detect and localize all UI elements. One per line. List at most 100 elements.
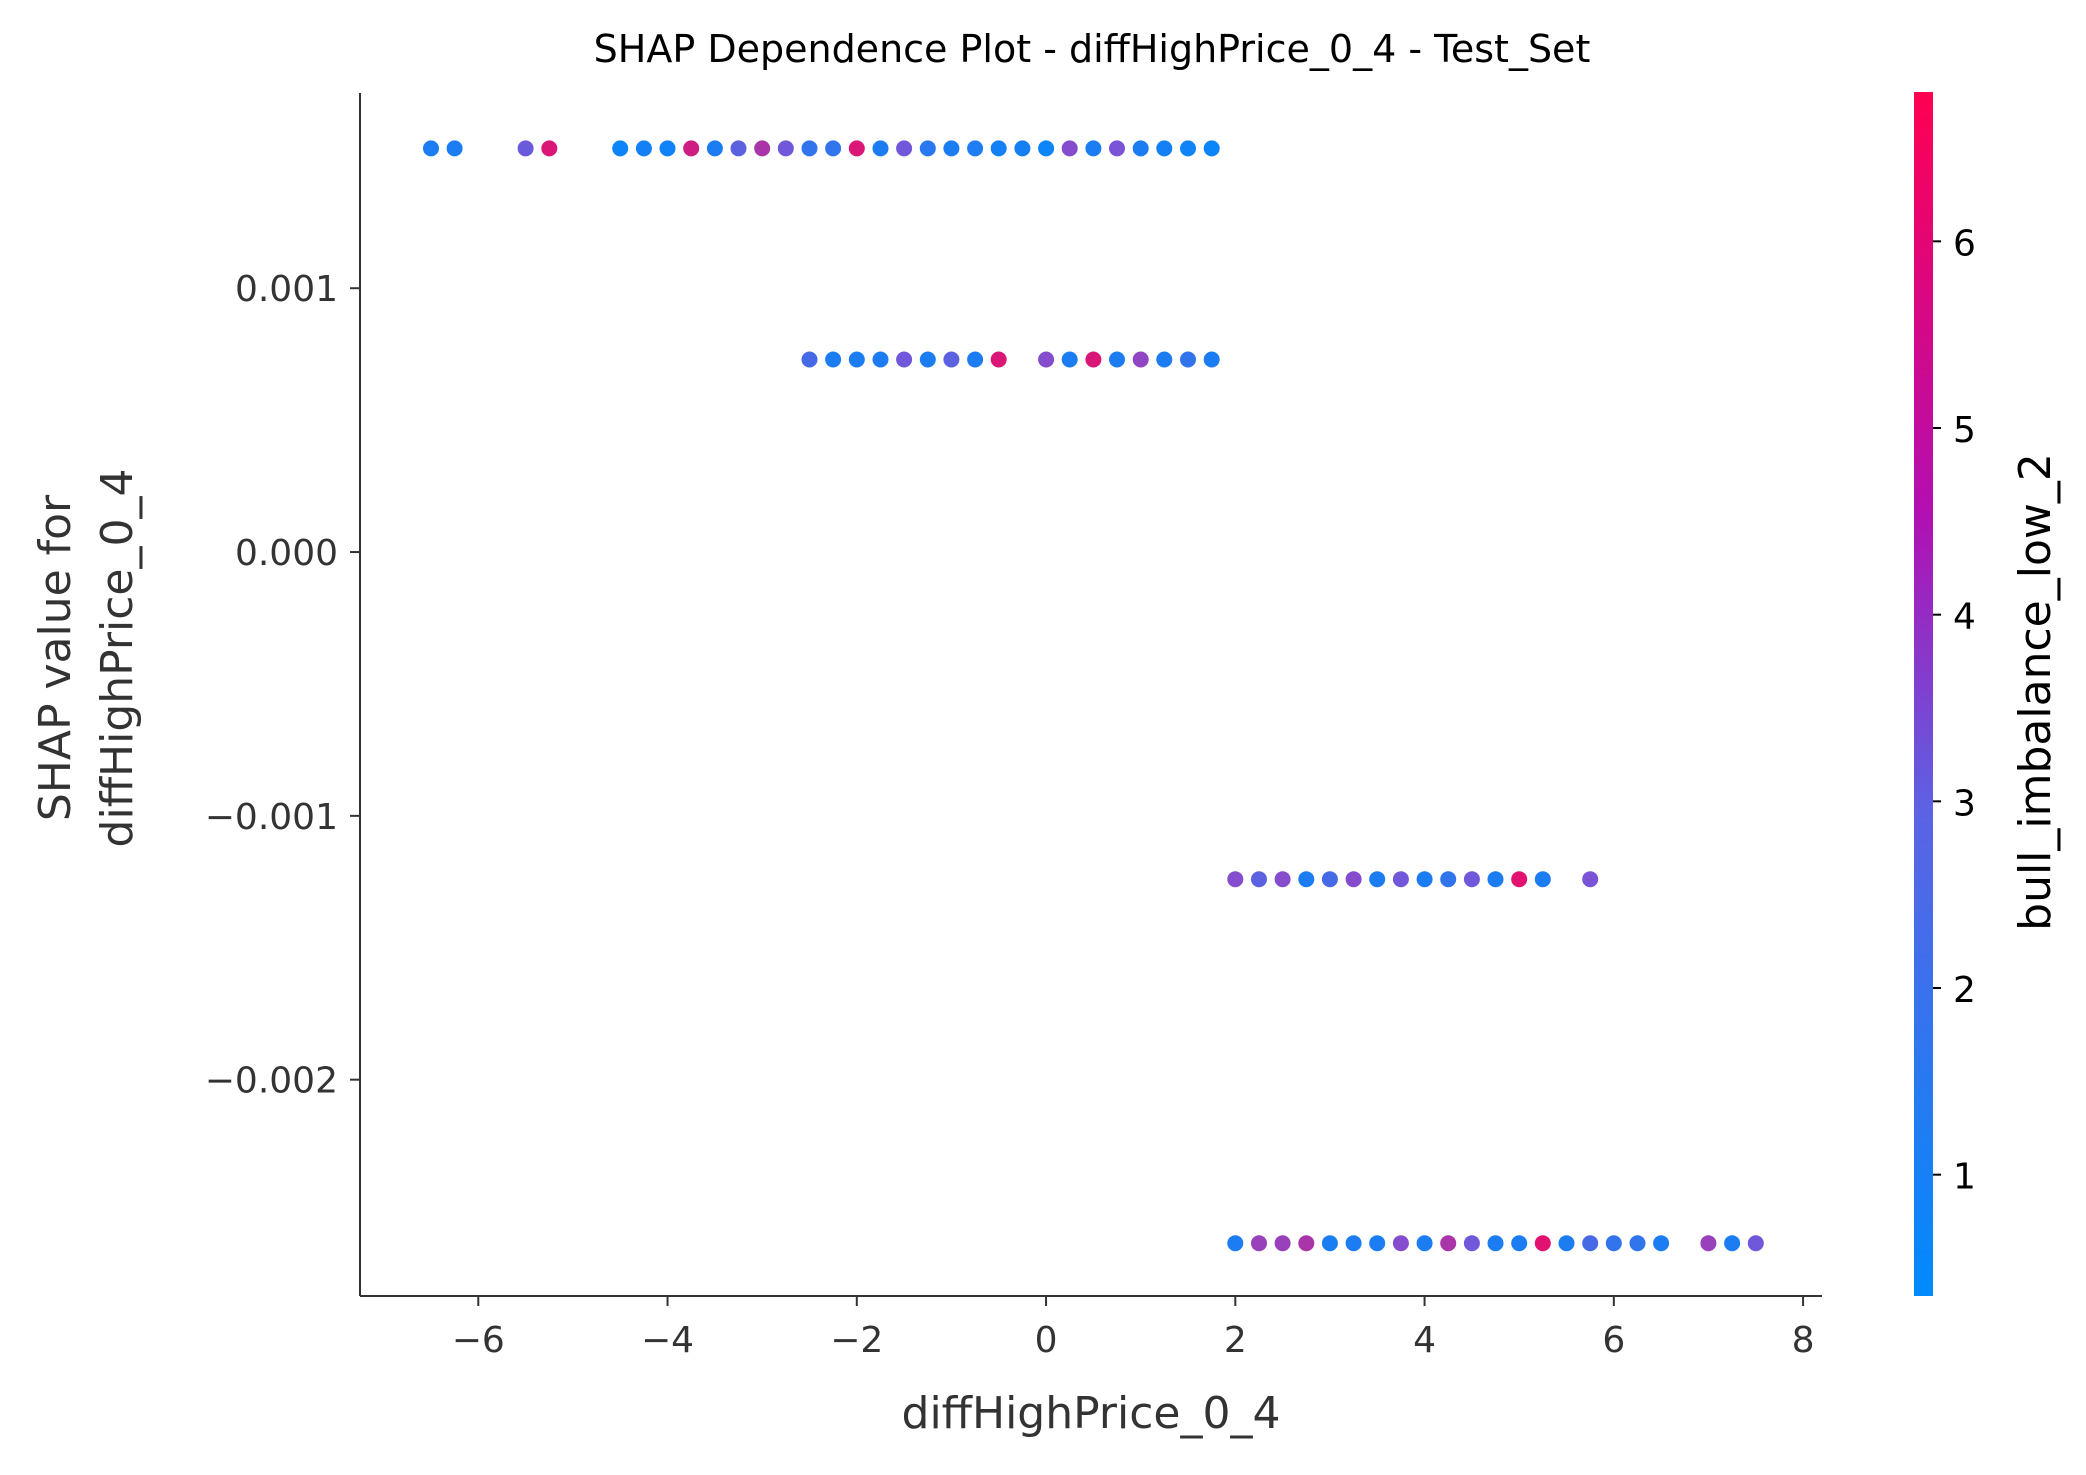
scatter-point: [1653, 1235, 1670, 1252]
scatter-point: [1724, 1235, 1741, 1252]
scatter-point: [943, 140, 960, 157]
scatter-point: [1298, 1235, 1315, 1252]
y-axis-ticks: 0.001 0.000 −0.001 −0.002: [205, 269, 360, 1102]
scatter-point: [1274, 1235, 1291, 1252]
scatter-point: [1203, 351, 1220, 368]
scatter-point: [1605, 1235, 1622, 1252]
x-tick-label: 0: [1035, 1320, 1058, 1361]
scatter-point: [1321, 871, 1338, 888]
scatter-point: [1747, 1235, 1764, 1252]
scatter-point: [1038, 140, 1055, 157]
colorbar-tick-label: 3: [1953, 783, 1976, 824]
scatter-point: [1132, 140, 1149, 157]
scatter-point: [1392, 1235, 1409, 1252]
colorbar-tick-label: 1: [1953, 1157, 1976, 1198]
colorbar: [1914, 92, 1933, 1296]
scatter-point: [1156, 351, 1173, 368]
scatter-point: [1700, 1235, 1717, 1252]
scatter-point: [423, 140, 439, 157]
y-axis-label-line1: SHAP value for: [30, 494, 81, 821]
scatter-point: [896, 351, 913, 368]
scatter-point: [1534, 1235, 1551, 1252]
scatter-point: [446, 140, 463, 157]
scatter-point: [1511, 871, 1528, 888]
scatter-point: [541, 140, 558, 157]
scatter-point: [848, 140, 865, 157]
scatter-point: [967, 351, 984, 368]
scatter-point: [990, 351, 1007, 368]
x-tick-label: 4: [1413, 1320, 1436, 1361]
scatter-points: [423, 140, 1764, 1252]
x-tick-label: −2: [830, 1320, 883, 1361]
scatter-point: [1085, 351, 1102, 368]
scatter-point: [825, 140, 842, 157]
x-axis-ticks: −6 −4 −2 0 2 4 6 8: [452, 1296, 1815, 1361]
scatter-point: [848, 351, 865, 368]
scatter-point: [1582, 1235, 1599, 1252]
x-tick-label: 6: [1602, 1320, 1625, 1361]
scatter-point: [1629, 1235, 1646, 1252]
scatter-point: [990, 140, 1007, 157]
scatter-point: [1203, 140, 1220, 157]
scatter-point: [1227, 871, 1244, 888]
scatter-point: [967, 140, 984, 157]
scatter-point: [1156, 140, 1173, 157]
scatter-point: [1227, 1235, 1244, 1252]
y-tick-label: −0.001: [205, 797, 338, 838]
scatter-point: [517, 140, 534, 157]
scatter-point: [1132, 351, 1149, 368]
scatter-point: [1345, 1235, 1362, 1252]
scatter-point: [1416, 1235, 1433, 1252]
scatter-point: [1298, 871, 1315, 888]
scatter-point: [1251, 871, 1267, 888]
scatter-point: [1180, 140, 1196, 157]
scatter-point: [1038, 351, 1055, 368]
scatter-point: [872, 351, 889, 368]
scatter-point: [754, 140, 771, 157]
x-tick-label: 8: [1792, 1320, 1815, 1361]
scatter-point: [1274, 871, 1291, 888]
scatter-point: [801, 351, 818, 368]
scatter-point: [1085, 140, 1102, 157]
scatter-point: [1440, 1235, 1457, 1252]
scatter-point: [872, 140, 889, 157]
y-tick-label: −0.002: [205, 1061, 338, 1102]
x-axis-label: diffHighPrice_0_4: [902, 1388, 1281, 1439]
scatter-point: [635, 140, 652, 157]
scatter-point: [1463, 871, 1480, 888]
scatter-point: [1369, 871, 1386, 888]
colorbar-ticks: 1 2 3 4 5 6: [1933, 223, 1976, 1198]
colorbar-tick-label: 2: [1953, 970, 1976, 1011]
y-tick-label: 0.001: [235, 269, 338, 310]
scatter-point: [1582, 871, 1599, 888]
scatter-point: [1061, 351, 1078, 368]
scatter-point: [1321, 1235, 1338, 1252]
scatter-point: [1180, 351, 1196, 368]
x-tick-label: −4: [641, 1320, 694, 1361]
scatter-point: [896, 140, 913, 157]
x-tick-label: 2: [1224, 1320, 1247, 1361]
scatter-point: [801, 140, 818, 157]
scatter-point: [683, 140, 700, 157]
scatter-point: [919, 140, 936, 157]
scatter-point: [1369, 1235, 1386, 1252]
scatter-point: [919, 351, 936, 368]
scatter-point: [1558, 1235, 1575, 1252]
scatter-point: [1392, 871, 1409, 888]
scatter-point: [1109, 351, 1125, 368]
scatter-point: [706, 140, 723, 157]
colorbar-tick-label: 4: [1953, 597, 1976, 638]
scatter-point: [1109, 140, 1125, 157]
scatter-point: [1061, 140, 1078, 157]
scatter-point: [659, 140, 676, 157]
scatter-point: [730, 140, 747, 157]
scatter-point: [1251, 1235, 1267, 1252]
scatter-point: [825, 351, 842, 368]
scatter-point: [777, 140, 794, 157]
chart-title: SHAP Dependence Plot - diffHighPrice_0_4…: [594, 27, 1591, 71]
scatter-point: [1487, 1235, 1504, 1252]
colorbar-tick-label: 5: [1953, 410, 1976, 451]
scatter-point: [1014, 140, 1031, 157]
